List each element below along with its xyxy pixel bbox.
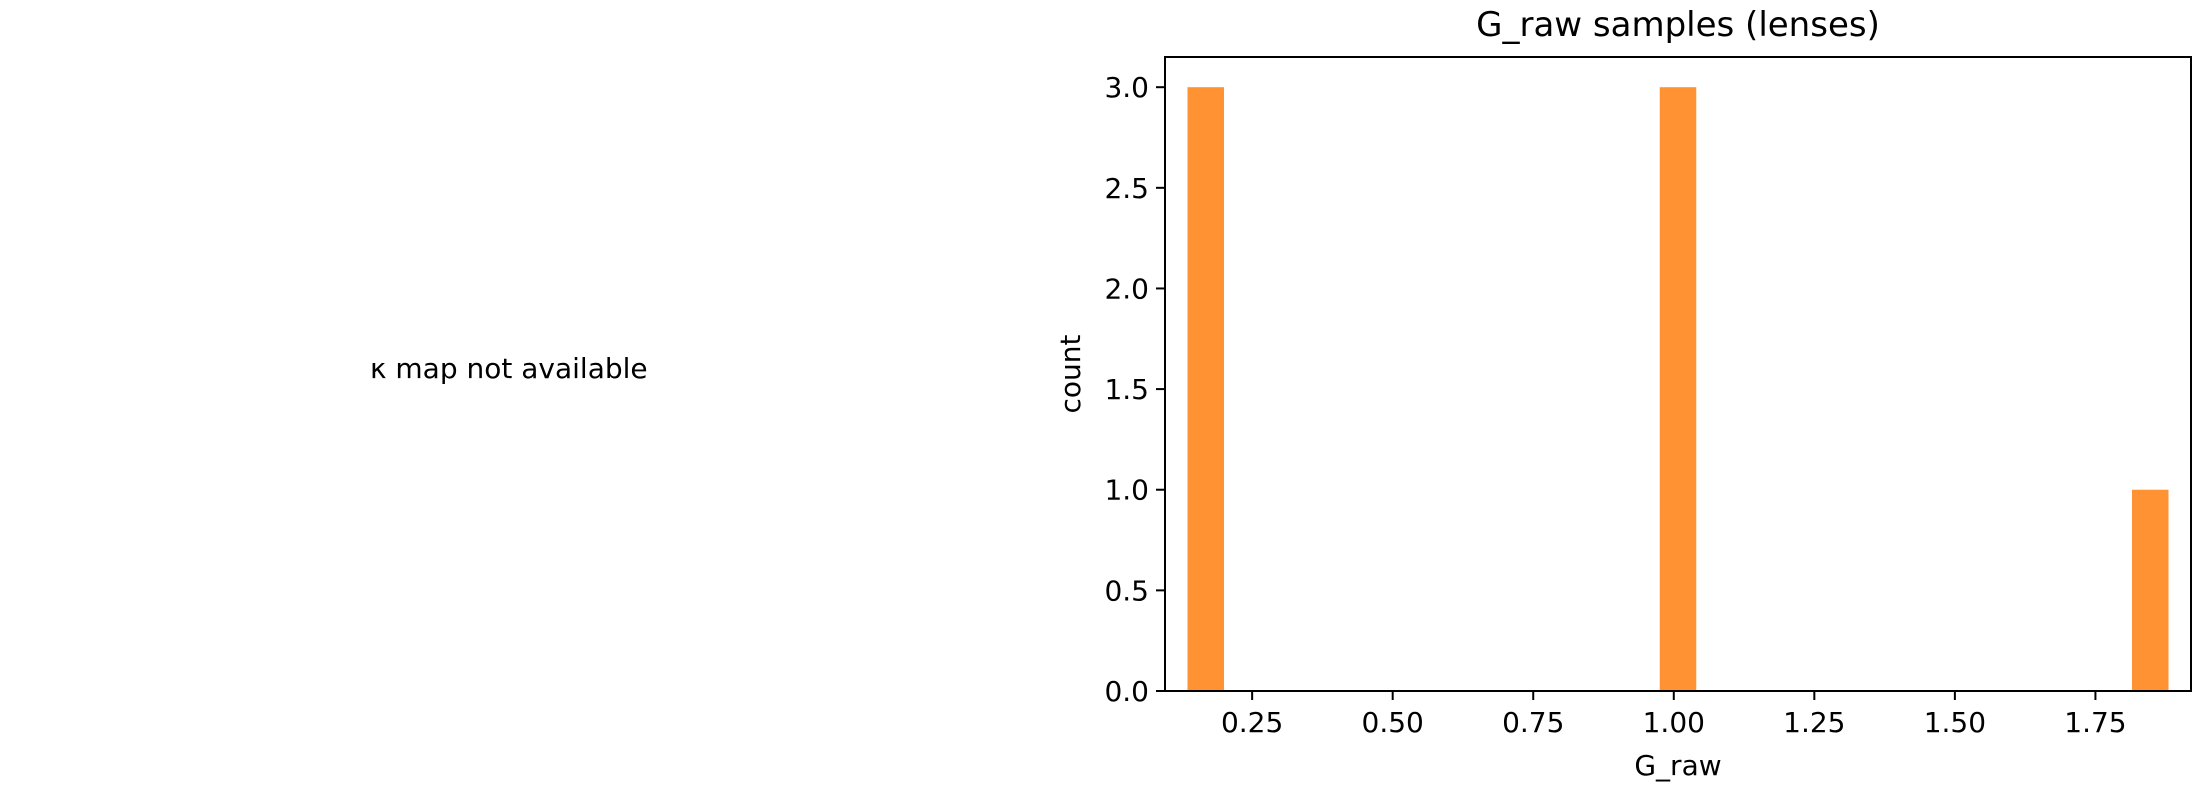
chart-title: G_raw samples (lenses) (1476, 5, 1880, 45)
x-tick-label: 1.25 (1783, 706, 1845, 739)
y-tick-label: 0.5 (1104, 574, 1149, 607)
x-ticks-group: 0.25 0.50 0.75 1.00 1.25 1.50 1.75 (1221, 691, 2127, 739)
y-tick-label: 2.0 (1104, 272, 1149, 305)
x-tick-label: 1.00 (1643, 706, 1705, 739)
y-tick-label: 1.0 (1104, 474, 1149, 507)
x-tick-label: 0.50 (1362, 706, 1424, 739)
y-tick-label: 2.5 (1104, 172, 1149, 205)
kappa-map-unavailable-message: κ map not available (370, 352, 648, 385)
x-tick-label: 1.75 (2064, 706, 2126, 739)
y-tick-label: 3.0 (1104, 71, 1149, 104)
x-axis-label: G_raw (1634, 749, 1721, 782)
histogram-bar-2 (2131, 489, 2169, 691)
histogram-bar-0 (1187, 87, 1225, 691)
y-tick-label: 0.0 (1104, 675, 1149, 708)
y-axis-label: count (1054, 334, 1087, 413)
y-tick-label: 1.5 (1104, 373, 1149, 406)
plot-area-frame (1164, 56, 2192, 692)
x-tick-label: 1.50 (1924, 706, 1986, 739)
x-tick-label: 0.75 (1502, 706, 1564, 739)
histogram-bar-1 (1659, 87, 1697, 691)
y-ticks-group: 0.0 0.5 1.0 1.5 2.0 2.5 3.0 (1104, 71, 1165, 708)
bars-group (1187, 87, 2169, 691)
x-tick-label: 0.25 (1221, 706, 1283, 739)
